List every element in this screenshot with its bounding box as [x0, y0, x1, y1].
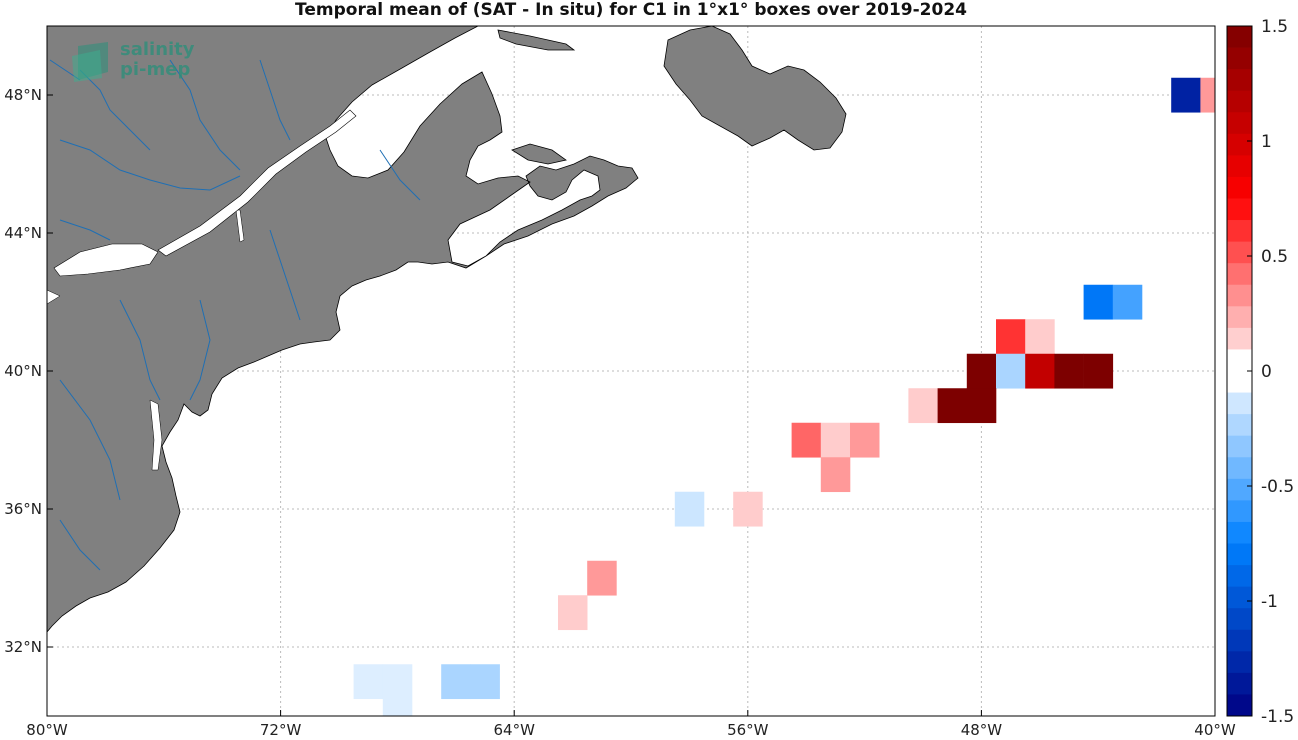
- logo-text-line1: salinity: [120, 39, 195, 60]
- salinity-pi-mep-logo: salinity pi-mep: [72, 40, 222, 86]
- colorbar-segment: [1227, 392, 1252, 415]
- colorbar-segment: [1227, 47, 1252, 70]
- data-cell: [1025, 353, 1055, 389]
- colorbar-segment: [1227, 284, 1252, 307]
- colorbar-segment: [1227, 457, 1252, 480]
- y-tick-label: 48°N: [4, 86, 42, 104]
- rivers: [49, 59, 421, 571]
- colorbar-segment: [1227, 565, 1252, 588]
- colorbar-tick-label: 1: [1261, 132, 1272, 152]
- data-cell: [850, 422, 880, 458]
- colorbar-segment: [1227, 176, 1252, 199]
- data-cell: [353, 664, 384, 700]
- colorbar-segment: [1227, 133, 1252, 156]
- colorbar-segment: [1227, 651, 1252, 674]
- colorbar-segment: [1227, 327, 1252, 350]
- data-cell: [908, 388, 938, 424]
- data-cell: [441, 664, 471, 700]
- y-tick-label: 32°N: [4, 638, 42, 656]
- colorbar-tick-label: 0.5: [1261, 247, 1288, 267]
- colorbar-segment: [1227, 500, 1252, 523]
- data-cell: [820, 457, 851, 493]
- data-cell: [1083, 353, 1114, 389]
- x-tick-label: 80°W: [26, 721, 68, 739]
- data-cell: [1025, 319, 1055, 355]
- data-cell: [1112, 284, 1143, 320]
- colorbar-tick-label: 0: [1261, 362, 1272, 382]
- st-lawrence-river: [157, 109, 357, 257]
- data-cell: [382, 664, 413, 700]
- lake-erie-edge: [47, 289, 61, 305]
- land-north-america: [47, 26, 639, 633]
- colorbar: 1.5 1 0.5 0 -0.5 -1 -1.5: [1226, 17, 1294, 727]
- data-cell: [996, 319, 1026, 355]
- colorbar-segment: [1227, 521, 1252, 544]
- data-cell: [820, 422, 851, 458]
- colorbar-segment: [1227, 26, 1252, 48]
- colorbar-segment: [1227, 90, 1252, 113]
- x-tick-label: 72°W: [260, 721, 302, 739]
- map-title: Temporal mean of (SAT - In situ) for C1 …: [295, 0, 967, 20]
- y-tick-label: 44°N: [4, 224, 42, 242]
- lake-champlain: [235, 209, 245, 243]
- data-cell: [382, 698, 413, 716]
- logo-text-line2: pi-mep: [120, 59, 191, 80]
- x-tick-label: 40°W: [1194, 721, 1236, 739]
- colorbar-segment: [1227, 220, 1252, 243]
- colorbar-tick-label: -1: [1261, 592, 1278, 612]
- colorbar-segment: [1227, 198, 1252, 221]
- data-cell: [1171, 77, 1201, 113]
- colorbar-segment: [1227, 112, 1252, 135]
- colorbar-segment: [1227, 263, 1252, 286]
- colorbar-segment: [1227, 414, 1252, 437]
- colorbar-segment: [1227, 586, 1252, 609]
- data-cell: [996, 353, 1026, 389]
- land-pei: [511, 143, 567, 165]
- colorbar-segment: [1227, 435, 1252, 458]
- x-axis-ticks: 80°W 72°W 64°W 56°W 48°W 40°W: [26, 710, 1236, 739]
- data-cells: [353, 77, 1215, 716]
- y-axis-ticks: 32°N 36°N 40°N 44°N 48°N: [4, 86, 53, 656]
- colorbar-segment: [1227, 543, 1252, 566]
- colorbar-segment: [1227, 608, 1252, 631]
- colorbar-segment: [1227, 672, 1252, 695]
- data-cell: [1200, 77, 1215, 113]
- colorbar-segment: [1227, 349, 1252, 372]
- data-cell: [1083, 284, 1114, 320]
- logo-mark-icon: [72, 42, 108, 82]
- colorbar-segment: [1227, 371, 1252, 393]
- data-cell: [470, 664, 500, 700]
- data-cell: [587, 560, 617, 596]
- colorbar-segment: [1227, 478, 1252, 501]
- colorbar-segment: [1227, 694, 1252, 717]
- land-newfoundland: [663, 26, 847, 151]
- data-cell: [674, 491, 705, 527]
- data-cell: [1054, 353, 1084, 389]
- data-cell: [733, 491, 763, 527]
- x-tick-label: 56°W: [727, 721, 769, 739]
- y-tick-label: 40°N: [4, 362, 42, 380]
- colorbar-segment: [1227, 306, 1252, 329]
- land-anticosti: [497, 29, 576, 51]
- y-tick-label: 36°N: [4, 500, 42, 518]
- colorbar-segment: [1227, 241, 1252, 264]
- data-cell: [791, 422, 822, 458]
- data-cell: [966, 388, 997, 424]
- x-tick-label: 64°W: [493, 721, 535, 739]
- data-cell: [966, 353, 997, 389]
- x-tick-label: 48°W: [961, 721, 1003, 739]
- colorbar-tick-label: -1.5: [1261, 707, 1294, 727]
- data-cell: [558, 595, 588, 631]
- lake-ontario: [53, 243, 159, 277]
- colorbar-tick-label: 1.5: [1261, 17, 1288, 37]
- chesapeake-bay: [149, 399, 163, 471]
- colorbar-segment: [1227, 69, 1252, 92]
- colorbar-tick-label: -0.5: [1261, 477, 1294, 497]
- colorbar-segment: [1227, 155, 1252, 178]
- data-cell: [937, 388, 968, 424]
- colorbar-segment: [1227, 629, 1252, 652]
